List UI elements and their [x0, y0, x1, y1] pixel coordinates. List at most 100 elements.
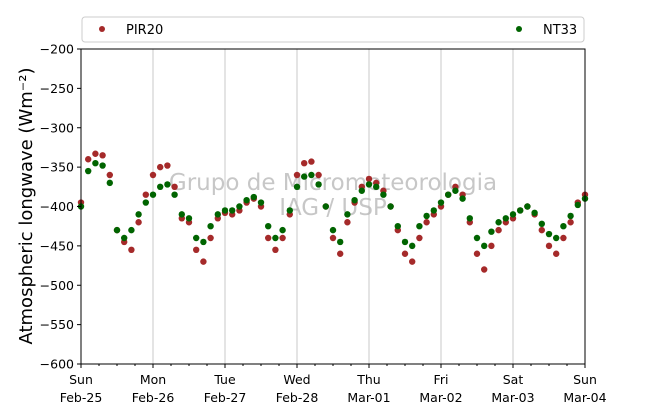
x-tick-label-date: Feb-28 [276, 390, 319, 405]
watermark-line-1: Grupo de Micrometeorologia [169, 170, 497, 196]
data-point [459, 195, 466, 202]
data-point [567, 219, 574, 226]
y-tick-label: −600 [40, 357, 74, 372]
data-point [394, 222, 401, 230]
data-point [250, 193, 257, 201]
data-point [308, 171, 315, 179]
x-tick-label-date: Mar-01 [347, 390, 390, 405]
data-point [243, 197, 250, 204]
data-point [164, 181, 171, 188]
data-point [423, 212, 430, 220]
data-point [257, 199, 265, 206]
x-tick-label-day: Thu [356, 372, 380, 387]
data-point [293, 171, 301, 179]
data-point [164, 162, 171, 169]
data-point [502, 215, 509, 222]
data-point [481, 242, 488, 250]
x-tick-label-day: Sat [503, 372, 524, 387]
y-tick-label: −350 [40, 160, 74, 175]
x-tick-label-day: Sun [573, 372, 597, 387]
data-point [430, 207, 437, 214]
data-point [473, 234, 481, 242]
data-point [279, 234, 286, 242]
data-point [401, 238, 409, 246]
data-point [142, 199, 149, 206]
data-point [531, 209, 538, 216]
data-point [423, 219, 430, 226]
data-point [157, 183, 164, 191]
data-point [553, 234, 560, 242]
data-point [337, 250, 344, 257]
data-point [545, 230, 553, 238]
data-point [113, 226, 121, 234]
data-point [286, 207, 293, 214]
data-point [517, 207, 524, 214]
data-point [265, 234, 272, 242]
data-point [344, 219, 351, 226]
data-point [128, 246, 135, 254]
x-tick-label-day: Wed [283, 372, 310, 387]
x-tick-label-date: Feb-25 [60, 390, 103, 405]
data-point [135, 219, 142, 226]
data-point [358, 187, 365, 194]
x-tick-label-date: Mar-04 [563, 390, 606, 405]
data-point [85, 156, 92, 163]
legend-label-pir20: PIR20 [126, 23, 163, 38]
data-point [495, 226, 502, 234]
data-point [265, 222, 272, 230]
y-axis: −600 −550 −500 −450 −400 −350 −300 −250 −200 [40, 42, 81, 372]
data-point [221, 207, 229, 214]
legend: PIR20 NT33 [81, 16, 585, 43]
y-tick-label: −250 [40, 81, 74, 96]
data-point [329, 234, 337, 242]
data-point [524, 203, 531, 210]
x-tick-label-date: Mar-03 [491, 390, 534, 405]
data-point [99, 162, 106, 169]
series-points [77, 150, 589, 273]
data-point [149, 171, 157, 179]
x-axis: Sun Feb-25 Mon Feb-26 Tue Feb-27 Wed Feb-28 Thu M… [60, 364, 607, 405]
data-point [495, 219, 502, 226]
data-point [560, 234, 567, 242]
data-point [308, 158, 315, 165]
data-point [380, 191, 387, 198]
watermark: Grupo de Micrometeorologia IAG / USP [169, 170, 497, 221]
data-point [272, 246, 279, 254]
data-point [178, 211, 185, 218]
data-point [293, 183, 301, 191]
x-tick-label-date: Feb-26 [132, 390, 175, 405]
x-tick-label-day: Sun [69, 372, 93, 387]
data-point [200, 238, 207, 246]
data-point [387, 203, 394, 210]
data-point [92, 150, 99, 157]
data-point [553, 250, 560, 257]
data-point [365, 181, 373, 188]
legend-marker-nt33 [516, 26, 522, 32]
x-tick-label-day: Fri [434, 372, 449, 387]
data-point [488, 242, 495, 250]
data-point [171, 183, 178, 191]
data-point [85, 167, 92, 175]
data-point [315, 181, 322, 188]
data-point [214, 211, 221, 218]
data-point [149, 191, 157, 198]
data-point [315, 171, 322, 179]
watermark-line-2: IAG / USP [279, 195, 387, 221]
data-point [128, 226, 135, 234]
data-point [236, 203, 243, 210]
y-tick-label: −400 [40, 199, 74, 214]
data-point [545, 242, 553, 250]
data-point [538, 220, 545, 228]
data-point [229, 207, 236, 214]
data-point [171, 191, 178, 198]
data-point [279, 226, 286, 234]
data-point [185, 215, 193, 222]
data-point [329, 226, 337, 234]
legend-marker-pir20 [99, 26, 105, 32]
data-point [193, 234, 200, 242]
x-tick-label-day: Mon [140, 372, 166, 387]
data-point [92, 159, 99, 167]
data-point [481, 266, 488, 273]
data-point [135, 211, 142, 218]
